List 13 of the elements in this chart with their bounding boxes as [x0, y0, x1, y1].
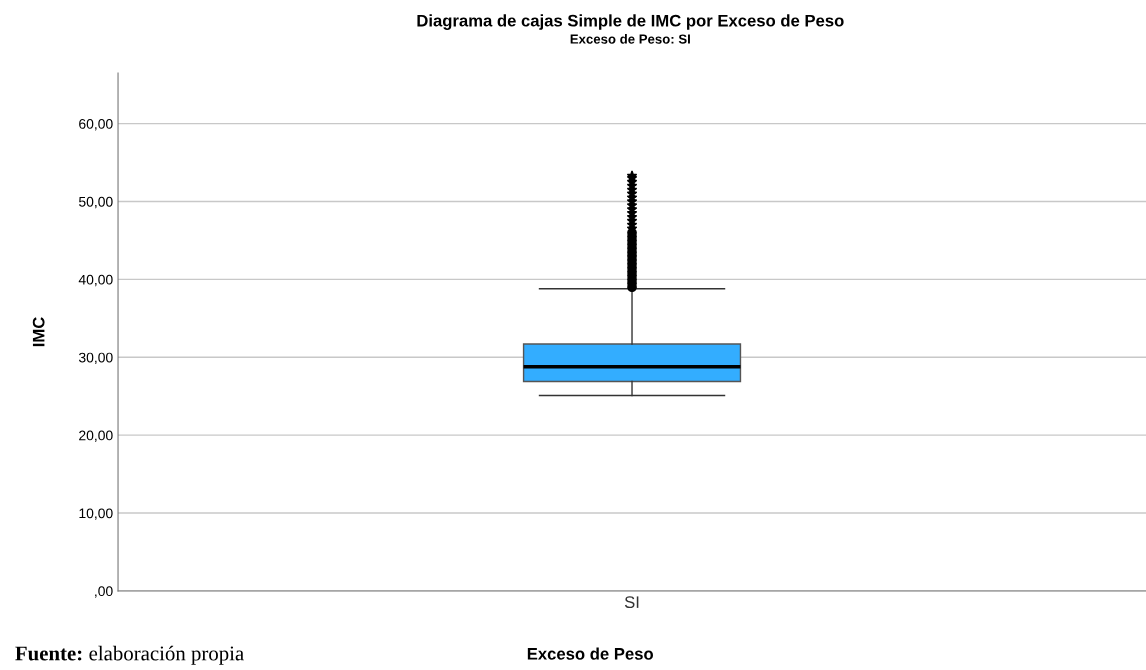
y-tick-label: 10,00: [79, 508, 113, 520]
y-tick-label: 20,00: [79, 430, 113, 442]
y-tick-label: 30,00: [78, 352, 113, 365]
source-note: Fuente: elaboración propia: [15, 645, 244, 665]
x-axis-title: Exceso de Peso: [527, 647, 653, 660]
y-tick-label: 40,00: [78, 274, 113, 287]
y-tick-label: 60,00: [79, 118, 113, 131]
y-tick-label: ,00: [95, 586, 113, 598]
chart-subtitle: Exceso de Peso: SI: [570, 34, 690, 44]
y-tick-label: 50,00: [78, 196, 113, 209]
x-tick-label: SI: [624, 596, 639, 609]
y-axis-title: IMC: [32, 317, 45, 347]
chart-title: Diagrama de cajas Simple de IMC por Exceso de Peso: [417, 14, 844, 30]
